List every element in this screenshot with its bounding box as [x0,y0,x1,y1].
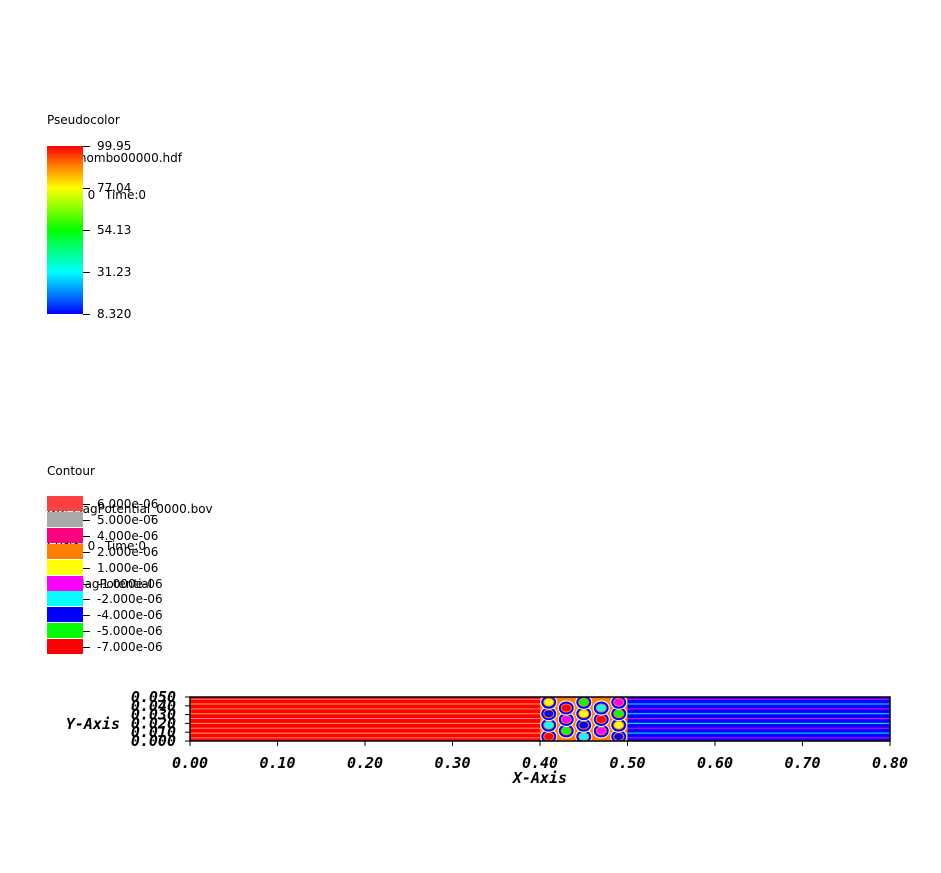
contour-level-label: -2.000e-06 [97,592,163,607]
contour-level-tick [83,535,90,537]
x-axis-label: X-Axis [511,769,567,787]
y-tick-label: 0.020 [131,714,176,732]
x-tick-label: 0.30 [434,754,470,772]
y-tick-label: 0.010 [131,723,176,741]
x-tick-label: 0.40 [522,754,558,772]
contour-level-tick [83,599,90,601]
contour-level-swatch [47,559,83,575]
colorbar-tick [83,230,90,231]
x-axis-ticks: 0.00 0.10 0.20 0.30 0.40 0.50 0.60 0.70 0.80 [172,741,908,772]
contour-level-tick [83,551,90,553]
contour-blob-inner [613,732,625,741]
x-tick-label: 0.10 [259,754,295,772]
contour-blob-inner [578,709,590,719]
contour-level-swatch [47,496,83,511]
contour-blob-inner [613,720,625,730]
pseudocolor-time: Time:0 [105,188,147,202]
contour-level-tick [83,631,90,633]
contour-level-swatch [47,575,83,591]
contour-level-label: -4.000e-06 [97,608,163,623]
contour-blob-inner [595,714,607,724]
contour-blob-inner [560,703,572,713]
contour-blob-inner [578,697,590,707]
contour-blob-inner [543,697,555,707]
contour-level-swatch [47,623,83,639]
colorbar-tick [83,314,90,315]
y-tick-label: 0.040 [131,697,176,715]
temperature-field [190,697,890,741]
pseudocolor-colorbar [47,146,83,314]
x-tick-label: 0.00 [172,754,208,772]
contour-level-tick [83,504,90,505]
contour-blob-inner [560,726,572,736]
contour-blob-inner [613,709,625,719]
contour-blob-inner [613,697,625,707]
x-tick-label: 0.80 [872,754,908,772]
contour-level-label: -5.000e-06 [97,624,163,639]
contour-level-label: -1.000e-06 [97,576,163,591]
contour-level-label: 4.000e-06 [97,528,159,543]
contour-blob-inner [578,720,590,730]
y-tick-label: 0.030 [131,706,176,724]
contour-blob-inner [595,703,607,713]
contour-blob-inner [595,726,607,736]
pseudocolor-plot-type: Pseudocolor [47,113,120,127]
contour-level-tick [83,519,90,521]
colorbar-tick [83,188,90,189]
contour-level-label: -7.000e-06 [97,640,163,655]
contour-level-swatch [47,543,83,559]
colorbar-tick [83,272,90,273]
x-tick-label: 0.60 [697,754,733,772]
contour-level-label: 1.000e-06 [97,560,159,575]
contour-level-label: 2.000e-06 [97,544,159,559]
contour-blob-inner [543,720,555,730]
contour-level-swatch [47,607,83,623]
colorbar-tick-label: 8.320 [97,307,132,321]
contour-level-label: 6.000e-06 [97,497,159,511]
contour-level-swatch [47,639,83,655]
contour-level-swatch [47,591,83,607]
colorbar-tick-label: 99.95 [97,139,132,153]
contour-level-tick [83,615,90,617]
x-tick-label: 0.70 [784,754,820,772]
contour-level-swatch [47,511,83,527]
y-tick-label: 0.000 [131,732,176,750]
contour-level-swatch [47,527,83,543]
contour-blob-inner [543,732,555,741]
contour-blob-inner [560,714,572,724]
x-tick-label: 0.50 [609,754,645,772]
contour-level-tick [83,583,90,585]
colorbar-tick-label: 31.23 [97,265,132,279]
colorbar-tick-label: 54.13 [97,223,132,237]
x-tick-label: 0.20 [347,754,383,772]
contour-level-tick [83,567,90,569]
colorbar-tick-label: 77.04 [97,181,132,195]
y-axis-label: Y-Axis [66,715,120,733]
y-tick-label: 0.050 [131,688,176,706]
contour-level-label: 5.000e-06 [97,512,159,527]
contour-blob-inner [543,709,555,719]
contour-level-tick [83,647,90,649]
contour-time: Time:0 [105,539,147,553]
contour-blob-inner [578,732,590,741]
contour-plot-type: Contour [47,464,95,478]
colorbar-tick [83,146,90,147]
